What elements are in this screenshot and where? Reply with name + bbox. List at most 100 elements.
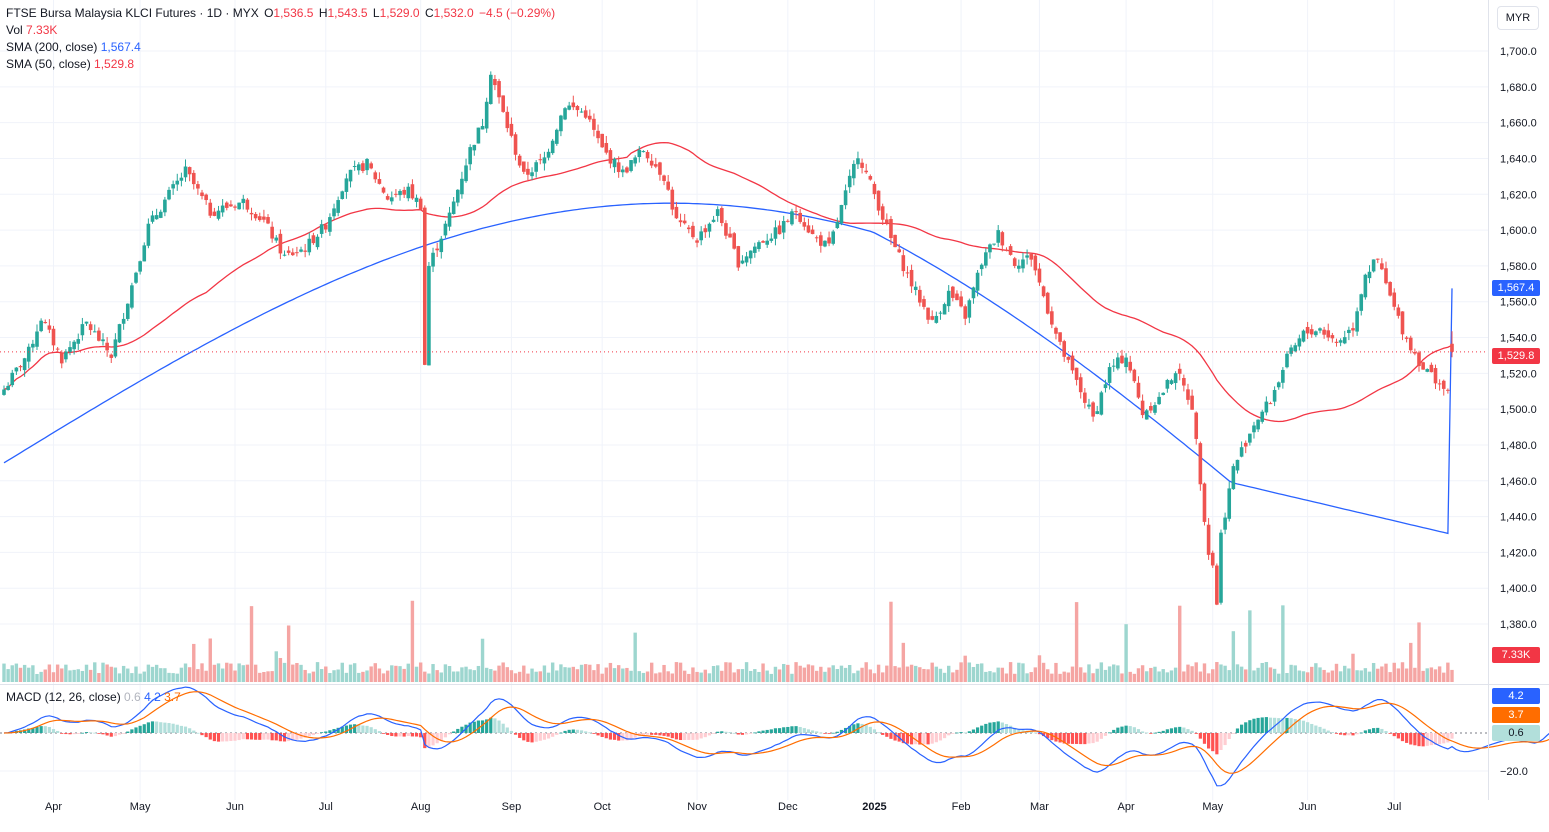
macd-histogram-bar <box>876 732 881 734</box>
macd-histogram-bar <box>35 727 39 733</box>
macd-histogram-bar <box>1037 733 1042 735</box>
macd-histogram-bar <box>1033 732 1037 734</box>
volume-bar <box>14 663 19 682</box>
macd-histogram-bar <box>419 733 423 738</box>
macd-histogram-bar <box>1244 722 1248 733</box>
macd-histogram-bar <box>559 732 563 734</box>
candle-body <box>542 157 547 164</box>
macd-histogram-bar <box>852 724 856 733</box>
macd-histogram-bar <box>670 733 674 739</box>
volume-bar <box>51 672 56 682</box>
volume-bar <box>1211 669 1215 682</box>
macd-histogram-bar <box>324 731 328 733</box>
candle-body <box>1054 327 1058 334</box>
candle-body <box>435 248 439 251</box>
candle-body <box>97 330 101 341</box>
candle-body <box>1103 384 1108 389</box>
macd-histogram-bar <box>848 725 852 733</box>
macd-histogram-bar <box>1400 733 1405 742</box>
candle-body <box>1087 404 1091 407</box>
macd-histogram-bar <box>967 731 971 733</box>
volume-bar <box>517 671 522 682</box>
volume-bar <box>443 664 448 682</box>
volume-bar <box>1392 662 1396 682</box>
macd-histogram-bar <box>992 722 996 733</box>
macd-histogram-bar <box>1450 733 1454 739</box>
volume-bar <box>138 673 142 682</box>
macd-histogram-bar <box>258 733 262 740</box>
candle-body <box>526 168 530 175</box>
candle-body <box>241 198 246 204</box>
candle-body <box>592 118 596 130</box>
macd-histogram-bar <box>31 727 35 733</box>
volume-bar <box>1351 653 1355 682</box>
macd-histogram-bar <box>1046 733 1050 739</box>
volume-bar <box>893 666 897 682</box>
volume-bar <box>6 669 10 682</box>
volume-bar <box>126 668 130 682</box>
macd-histogram-bar <box>439 733 443 741</box>
volume-label: Vol <box>6 23 23 37</box>
pane-divider[interactable] <box>0 684 1549 685</box>
macd-histogram-bar <box>522 733 526 741</box>
macd-histogram-bar <box>1235 728 1240 733</box>
volume-bar <box>328 673 332 682</box>
candle-body <box>278 233 283 254</box>
volume-bar <box>1124 624 1128 682</box>
candle-body <box>431 252 435 267</box>
candle-body <box>777 225 782 235</box>
time-tick-label: Feb <box>952 801 971 813</box>
macd-histogram-bar <box>1120 726 1124 733</box>
volume-bar <box>1425 668 1429 682</box>
candle-body <box>381 187 386 193</box>
macd-signal-tag: 3.7 <box>1492 707 1540 723</box>
volume-bar <box>150 666 155 682</box>
candle-body <box>1091 402 1095 417</box>
candle-body <box>39 320 43 332</box>
candle-body <box>637 149 642 158</box>
macd-histogram-bar <box>1322 728 1326 733</box>
volume-bar <box>1314 663 1318 682</box>
candle-body <box>674 206 679 219</box>
macd-histogram-bar <box>138 725 142 733</box>
candle-body <box>1050 311 1054 325</box>
macd-histogram-bar <box>996 721 1000 733</box>
macd-histogram-bar <box>501 723 505 733</box>
volume-bar <box>402 668 406 682</box>
volume-bar <box>97 673 101 682</box>
candle-body <box>1062 341 1067 357</box>
volume-bar <box>1132 673 1137 682</box>
volume-bar <box>1396 668 1401 682</box>
macd-histogram-bar <box>1248 720 1252 733</box>
currency-button[interactable]: MYR <box>1497 6 1539 30</box>
macd-histogram-bar <box>344 725 349 733</box>
macd-histogram-bar <box>909 733 914 745</box>
candle-body <box>695 240 699 243</box>
volume-bar <box>1169 670 1174 682</box>
volume-bar <box>1021 663 1025 682</box>
volume-bar <box>460 667 464 682</box>
volume-bar <box>847 664 852 682</box>
volume-bar <box>1198 671 1203 682</box>
macd-histogram-bar <box>270 733 274 741</box>
candle-body <box>588 115 592 120</box>
candle-body <box>245 199 250 210</box>
candle-body <box>229 204 233 207</box>
candle-body <box>233 206 237 208</box>
volume-bar <box>914 665 918 682</box>
macd-histogram-bar <box>827 733 831 734</box>
macd-histogram-bar <box>588 732 592 734</box>
candle-body <box>1446 389 1450 391</box>
volume-bar <box>1025 673 1029 682</box>
volume-bar <box>1239 666 1244 682</box>
volume-bar <box>860 667 864 682</box>
volume-bar <box>497 665 501 682</box>
volume-bar <box>109 666 113 682</box>
candle-body <box>1120 355 1124 364</box>
candle-body <box>567 105 571 110</box>
macd-histogram-bar <box>23 729 27 733</box>
candle-body <box>864 170 868 173</box>
candle-body <box>649 160 654 166</box>
price-tick-label: 1,620.0 <box>1500 189 1537 201</box>
